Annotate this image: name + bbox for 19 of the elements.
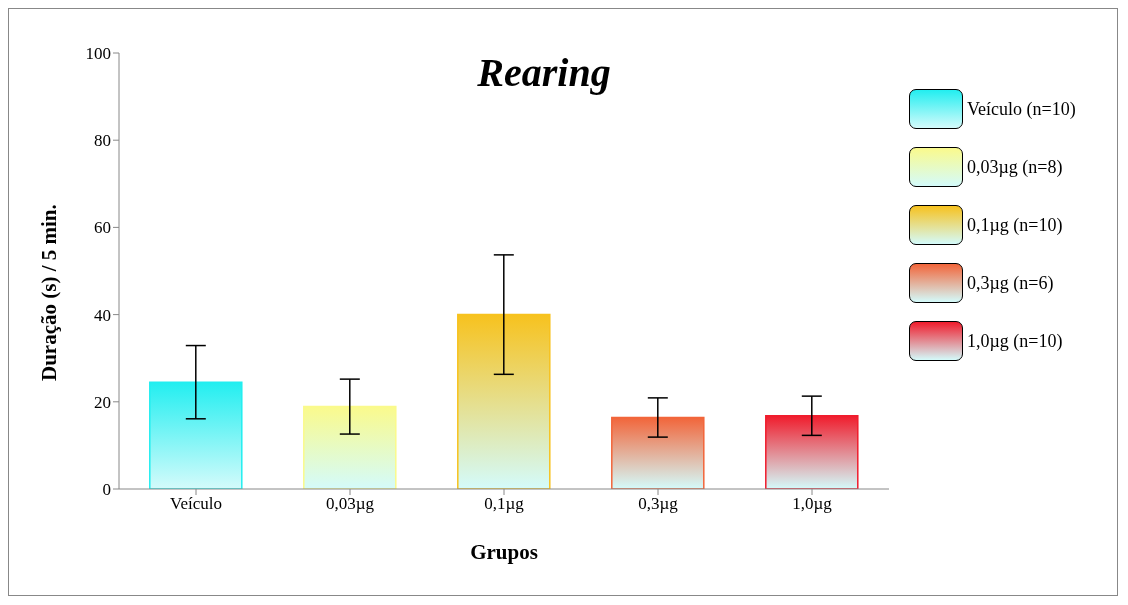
- legend-label: 1,0µg (n=10): [967, 330, 1063, 352]
- y-axis-title: Duração (s) / 5 min.: [37, 204, 62, 381]
- legend-label: 0,1µg (n=10): [967, 214, 1063, 236]
- legend-label: 0,03µg (n=8): [967, 156, 1063, 178]
- x-tick-label: 0,03µg: [325, 494, 375, 514]
- y-tick-label: 100: [85, 44, 111, 64]
- x-axis-title: Grupos: [470, 540, 538, 564]
- x-tick-label: Veículo: [170, 494, 222, 514]
- y-tick-label: 0: [102, 480, 111, 500]
- x-tick-label: 0,1µg: [484, 494, 525, 514]
- legend-label: 0,3µg (n=6): [967, 272, 1054, 294]
- legend-label: Veículo (n=10): [967, 98, 1076, 120]
- x-tick-label: 1,0µg: [792, 494, 833, 514]
- chart-title: Rearing: [477, 50, 611, 95]
- x-tick-label: 0,3µg: [638, 494, 679, 514]
- y-tick-label: 80: [94, 131, 111, 151]
- y-tick-label: 20: [94, 392, 111, 412]
- y-tick-label: 40: [94, 305, 111, 325]
- y-tick-label: 60: [94, 218, 111, 238]
